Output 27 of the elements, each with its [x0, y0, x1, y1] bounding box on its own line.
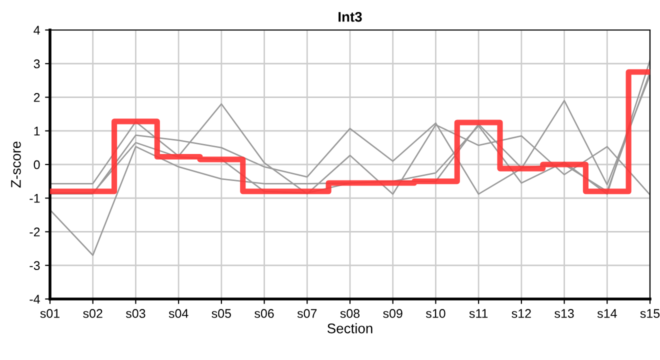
x-tick-label: s04: [168, 309, 188, 318]
x-tick-label: s15: [640, 309, 660, 318]
x-tick-label: s06: [254, 309, 274, 318]
x-tick-label: s08: [340, 309, 360, 318]
y-tick-label: -3: [30, 261, 40, 270]
y-tick-label: 4: [34, 26, 40, 35]
y-tick-label: 0: [34, 160, 40, 170]
x-tick-label: s05: [212, 309, 231, 318]
x-tick-label: s12: [512, 309, 531, 318]
y-axis-title: Z-score: [11, 142, 21, 188]
y-tick-label: 1: [34, 126, 40, 136]
x-tick-label: s03: [126, 309, 146, 318]
x-tick-label: s13: [554, 309, 574, 318]
x-axis-title: Section: [327, 323, 372, 334]
x-tick-label: s07: [297, 309, 317, 318]
y-tick-label: -1: [30, 194, 40, 203]
x-tick-label: s01: [40, 309, 60, 318]
x-tick-label: s10: [426, 309, 446, 318]
y-tick-label: -2: [30, 228, 40, 236]
y-tick-label: -4: [30, 294, 40, 304]
y-tick-label: 3: [34, 59, 40, 68]
x-tick-label: s14: [597, 309, 617, 318]
x-tick-label: s11: [469, 309, 488, 318]
x-tick-label: s09: [383, 309, 402, 318]
x-tick-label: s02: [83, 309, 102, 318]
chart-title: Int3: [338, 12, 362, 22]
y-tick-label: 2: [34, 93, 40, 102]
